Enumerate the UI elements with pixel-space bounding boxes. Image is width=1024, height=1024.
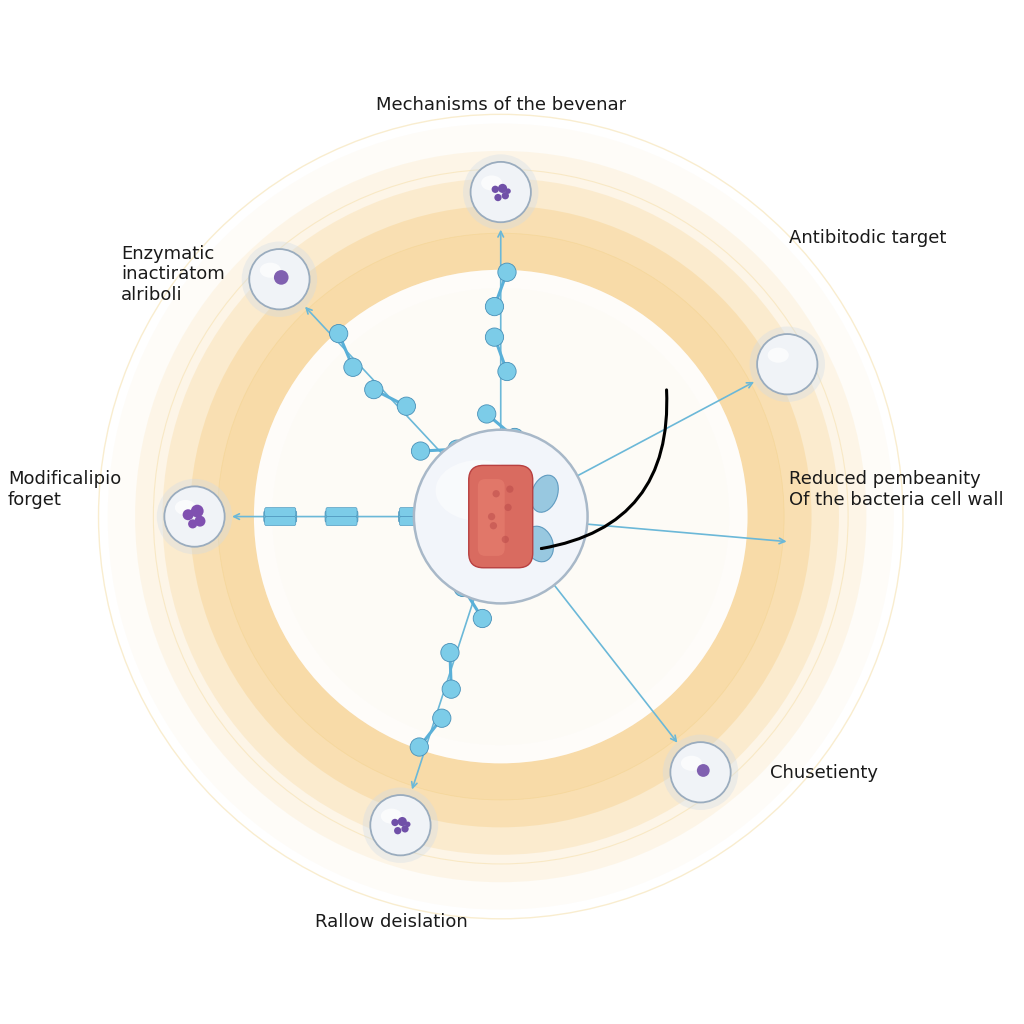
FancyBboxPatch shape [264,510,297,523]
Circle shape [371,795,431,855]
Text: Rallow deislation: Rallow deislation [314,912,467,931]
Circle shape [274,270,289,285]
Circle shape [498,184,507,193]
Ellipse shape [435,460,522,521]
Circle shape [397,817,407,826]
Circle shape [757,334,817,394]
Circle shape [442,680,461,698]
Circle shape [344,358,362,377]
Circle shape [254,269,748,763]
Text: Antibitodic target: Antibitodic target [788,228,946,247]
FancyBboxPatch shape [326,516,357,525]
Circle shape [492,185,499,193]
Circle shape [471,162,530,222]
Circle shape [433,709,451,727]
Circle shape [254,269,748,763]
Circle shape [493,490,500,498]
Ellipse shape [481,175,502,190]
Circle shape [498,263,516,282]
FancyBboxPatch shape [325,510,358,523]
Circle shape [485,328,504,346]
Circle shape [485,297,504,315]
Circle shape [505,188,511,194]
Circle shape [401,825,409,833]
Circle shape [750,327,825,402]
FancyBboxPatch shape [265,508,296,516]
Circle shape [406,821,411,827]
Ellipse shape [260,262,281,278]
Circle shape [365,381,383,398]
Text: Mechanisms of the bevenar: Mechanisms of the bevenar [376,96,626,115]
Circle shape [440,643,459,662]
Ellipse shape [681,756,702,771]
Ellipse shape [530,475,558,512]
Circle shape [473,609,492,628]
Circle shape [454,579,472,597]
Circle shape [506,428,524,446]
Circle shape [412,442,430,460]
Circle shape [108,124,894,909]
Circle shape [195,516,206,526]
Circle shape [414,430,588,603]
Circle shape [394,827,401,835]
Circle shape [330,325,348,343]
Circle shape [157,479,232,554]
Circle shape [163,178,839,855]
Circle shape [182,509,194,520]
Circle shape [362,787,438,863]
Circle shape [188,519,198,528]
Circle shape [242,242,317,317]
FancyArrowPatch shape [542,390,667,549]
FancyBboxPatch shape [469,465,532,567]
Circle shape [391,819,398,826]
Circle shape [671,742,731,803]
Circle shape [488,513,496,520]
Circle shape [164,486,224,547]
Circle shape [135,151,866,883]
Circle shape [663,734,738,810]
FancyBboxPatch shape [399,516,430,525]
Ellipse shape [768,347,788,362]
Text: Chusetienty: Chusetienty [770,764,879,781]
Circle shape [495,194,502,201]
Circle shape [217,233,784,800]
Circle shape [506,485,513,493]
Circle shape [463,155,539,229]
Circle shape [498,362,516,381]
Ellipse shape [525,526,553,562]
Circle shape [447,440,466,459]
Circle shape [189,206,812,827]
Ellipse shape [381,809,402,823]
Circle shape [411,738,428,756]
Circle shape [249,249,309,309]
Circle shape [502,193,509,200]
FancyBboxPatch shape [326,508,357,516]
FancyBboxPatch shape [265,516,296,525]
Circle shape [397,397,416,416]
Ellipse shape [175,500,196,515]
Circle shape [502,536,509,543]
Circle shape [697,764,710,777]
FancyBboxPatch shape [399,508,430,516]
Text: Enzymatic
inactiratom
alriboli: Enzymatic inactiratom alriboli [122,245,225,304]
Circle shape [477,404,496,423]
FancyBboxPatch shape [398,510,431,523]
Circle shape [489,522,497,529]
FancyBboxPatch shape [478,479,505,556]
Circle shape [190,505,204,517]
Text: Modificalipio
forget: Modificalipio forget [8,470,122,509]
Text: Reduced pembeanity
Of the bacteria cell wall: Reduced pembeanity Of the bacteria cell … [788,470,1004,509]
Circle shape [505,504,512,511]
